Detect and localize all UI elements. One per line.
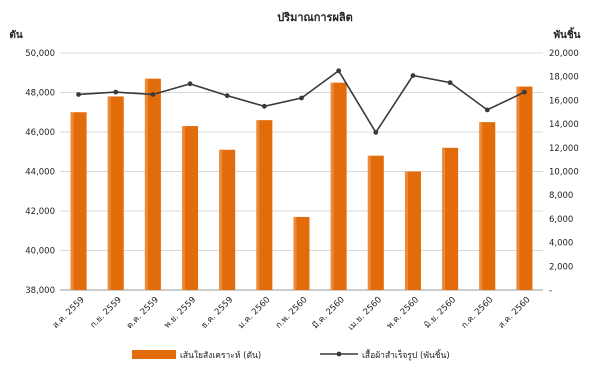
right-tick-label: 4,000	[549, 239, 573, 249]
bar-highlight	[107, 96, 111, 290]
legend-line-label: เสื้อผ้าสำเร็จรูป (พันชิ้น)	[362, 349, 450, 361]
x-axis: ส.ค. 2559 ก.ย. 2559 ต.ค. 2559 พ.ย. 2559 ธ.ค.…	[51, 294, 533, 332]
x-tick-label: เม.ย. 2560	[346, 295, 384, 333]
right-tick-label: 10,000	[549, 168, 579, 178]
left-tick-label: 44,000	[25, 168, 55, 178]
bar-series	[70, 78, 533, 291]
bar	[516, 86, 533, 290]
line-point	[224, 93, 230, 99]
right-tick-label: 14,000	[549, 120, 579, 130]
bar-highlight	[144, 78, 148, 290]
line-point	[484, 107, 490, 113]
bar-highlight	[330, 82, 334, 290]
bar	[479, 122, 496, 290]
right-tick-label: -	[549, 286, 552, 296]
line-point	[113, 89, 119, 95]
bar-highlight	[219, 149, 223, 290]
x-tick-label: พ.ย. 2559	[163, 295, 199, 331]
bar	[330, 82, 347, 290]
left-tick-label: 48,000	[25, 89, 55, 99]
line-point	[76, 92, 81, 97]
bar-highlight	[367, 155, 371, 290]
right-tick-label: 12,000	[549, 144, 579, 154]
right-tick-label: 6,000	[549, 215, 573, 225]
x-tick-label: พ.ค. 2560	[385, 295, 421, 331]
x-tick-label: ม.ค. 2560	[236, 295, 272, 331]
line-point	[299, 95, 304, 101]
right-tick-label: 18,000	[549, 73, 579, 83]
right-axis-label: พันชิ้น	[553, 27, 580, 41]
bar-highlight	[404, 171, 408, 290]
chart-title: ปริมาณการผลิต	[277, 11, 353, 24]
line-point	[447, 80, 453, 86]
x-tick-label: ก.ย. 2559	[89, 295, 124, 330]
line-point	[261, 103, 267, 109]
x-tick-label: มี.ค. 2560	[310, 294, 347, 331]
x-tick-label: ส.ค. 2559	[51, 295, 87, 331]
line-point	[410, 73, 416, 78]
line-series	[76, 68, 527, 135]
line-point	[522, 89, 527, 95]
gridlines	[60, 52, 543, 291]
bar	[442, 147, 459, 290]
bar-highlight	[479, 122, 483, 290]
right-tick-label: 20,000	[549, 49, 579, 59]
bar	[70, 112, 87, 290]
bar-highlight	[293, 216, 297, 290]
bar	[404, 171, 421, 290]
left-tick-label: 38,000	[25, 286, 55, 296]
left-tick-label: 46,000	[25, 128, 55, 138]
bar	[293, 216, 310, 290]
bar-highlight	[442, 147, 446, 290]
left-axis-label: ตัน	[9, 29, 22, 41]
legend-bar-swatch	[132, 350, 176, 359]
right-tick-label: 16,000	[549, 96, 579, 106]
bar-highlight	[516, 86, 520, 290]
bar-highlight	[182, 126, 186, 290]
line-point	[150, 92, 156, 97]
legend: เส้นใยสังเคราะห์ (ตัน) เสื้อผ้าสำเร็จรูป…	[132, 349, 450, 361]
right-axis: - 2,000 4,000 6,000 8,000 10,000 12,000 14,000 1…	[549, 49, 579, 296]
left-tick-label: 40,000	[25, 247, 55, 257]
x-tick-label: ก.ค. 2560	[460, 295, 496, 331]
line-point	[373, 129, 379, 135]
x-tick-label: ส.ค. 2560	[497, 295, 533, 331]
bar	[256, 120, 273, 291]
line-point	[336, 68, 342, 74]
x-tick-label: ก.พ. 2560	[274, 295, 310, 331]
bar	[367, 155, 384, 290]
left-tick-label: 50,000	[25, 49, 55, 59]
bar-highlight	[70, 112, 74, 290]
bar	[182, 126, 199, 290]
legend-line-marker	[336, 351, 342, 357]
x-tick-label: ธ.ค. 2559	[200, 295, 236, 331]
right-tick-label: 8,000	[549, 191, 573, 201]
bar	[107, 96, 124, 290]
left-tick-label: 42,000	[25, 207, 55, 217]
bar-highlight	[256, 120, 260, 291]
bar	[144, 78, 161, 290]
line-point	[187, 81, 193, 87]
x-tick-label: มิ.ย. 2560	[423, 295, 459, 331]
bar	[219, 149, 236, 290]
legend-bar-label: เส้นใยสังเคราะห์ (ตัน)	[180, 350, 261, 361]
left-axis: 38,000 40,000 42,000 44,000 46,000 48,000 50,0…	[25, 49, 55, 296]
x-tick-label: ต.ค. 2559	[125, 295, 161, 331]
right-tick-label: 2,000	[549, 262, 573, 272]
